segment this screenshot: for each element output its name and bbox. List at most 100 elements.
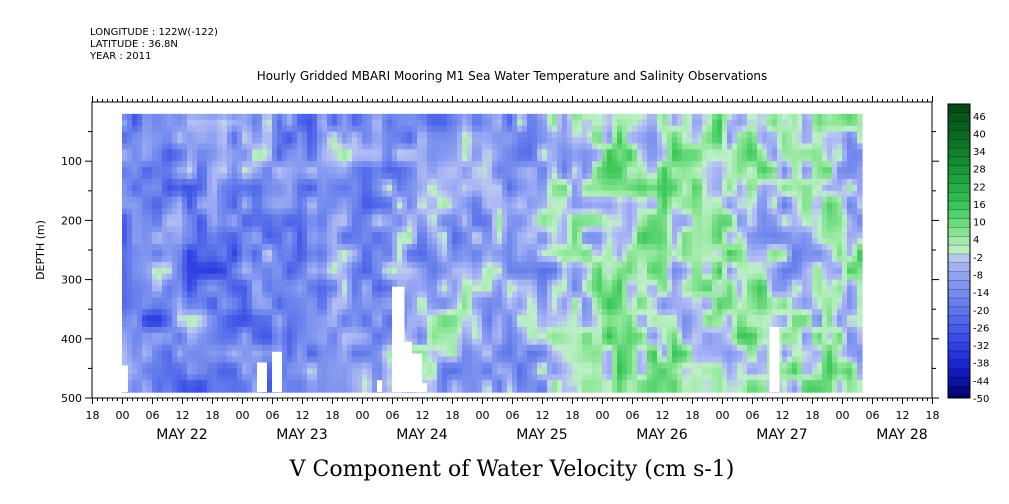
heatmap-cell <box>387 238 393 245</box>
heatmap-cell <box>562 238 568 245</box>
heatmap-cell <box>182 261 188 269</box>
heatmap-cell <box>212 125 218 133</box>
heatmap-cell <box>127 356 133 364</box>
heatmap-cell <box>637 173 643 180</box>
heatmap-cell <box>607 137 613 145</box>
heatmap-cell <box>227 303 233 310</box>
heatmap-cell <box>597 344 603 352</box>
heatmap-cell <box>417 338 423 346</box>
heatmap-cell <box>417 214 423 221</box>
heatmap-cell <box>252 267 258 275</box>
heatmap-cell <box>542 267 548 275</box>
heatmap-cell <box>632 380 638 387</box>
heatmap-cell <box>292 161 298 168</box>
heatmap-cell <box>347 113 353 121</box>
heatmap-cell <box>212 386 218 393</box>
heatmap-cell <box>202 167 208 174</box>
heatmap-cell <box>152 161 158 168</box>
heatmap-cell <box>252 344 258 352</box>
heatmap-cell <box>457 125 463 133</box>
heatmap-cell <box>367 374 373 381</box>
heatmap-cell <box>167 155 173 162</box>
heatmap-cell <box>212 279 218 287</box>
heatmap-cell <box>537 119 543 127</box>
heatmap-cell <box>282 173 288 180</box>
heatmap-cell <box>437 380 443 387</box>
heatmap-cell <box>292 326 298 334</box>
heatmap-cell <box>427 250 433 257</box>
heatmap-cell <box>352 125 358 133</box>
heatmap-cell <box>502 244 508 251</box>
heatmap-cell <box>542 214 548 221</box>
heatmap-cell <box>432 238 438 245</box>
heatmap-cell <box>407 113 413 121</box>
heatmap-cell <box>332 309 338 316</box>
heatmap-cell <box>337 315 343 322</box>
heatmap-cell <box>512 161 518 168</box>
heatmap-cell <box>122 214 128 221</box>
heatmap-cell <box>312 125 318 133</box>
heatmap-cell <box>372 113 378 121</box>
heatmap-cell <box>347 332 353 340</box>
heatmap-cell <box>612 220 618 227</box>
heatmap-cell <box>642 350 648 358</box>
heatmap-cell <box>507 238 513 245</box>
heatmap-cell <box>332 362 338 369</box>
heatmap-cell <box>482 386 488 393</box>
heatmap-cell <box>422 155 428 162</box>
heatmap-cell <box>217 125 223 133</box>
heatmap-cell <box>472 232 478 239</box>
heatmap-cell <box>267 119 273 127</box>
heatmap-cell <box>412 196 418 204</box>
heatmap-cell <box>382 196 388 204</box>
heatmap-cell <box>492 202 498 210</box>
heatmap-cell <box>377 178 383 186</box>
heatmap-cell <box>162 267 168 275</box>
heatmap-cell <box>347 238 353 245</box>
heatmap-cell <box>302 184 308 192</box>
heatmap-cell <box>637 362 643 369</box>
heatmap-cell <box>377 356 383 364</box>
heatmap-cell <box>382 309 388 316</box>
heatmap-cell <box>482 149 488 156</box>
heatmap-cell <box>377 238 383 245</box>
heatmap-cell <box>627 386 633 393</box>
heatmap-cell <box>457 344 463 352</box>
heatmap-cell <box>402 178 408 186</box>
heatmap-cell <box>167 125 173 133</box>
heatmap-cell <box>422 374 428 381</box>
heatmap-cell <box>447 173 453 180</box>
heatmap-cell <box>132 184 138 192</box>
heatmap-cell <box>407 255 413 263</box>
heatmap-cell <box>322 214 328 221</box>
heatmap-cell <box>422 315 428 322</box>
heatmap-cell <box>477 368 483 375</box>
heatmap-cell <box>227 214 233 221</box>
heatmap-cell <box>362 119 368 127</box>
heatmap-cell <box>472 344 478 352</box>
heatmap-cell <box>462 250 468 257</box>
heatmap-cell <box>587 220 593 227</box>
heatmap-cell <box>467 321 473 328</box>
heatmap-cell <box>407 250 413 257</box>
heatmap-cell <box>542 196 548 204</box>
heatmap-cell <box>612 232 618 239</box>
heatmap-cell <box>457 250 463 257</box>
heatmap-cell <box>422 149 428 156</box>
heatmap-cell <box>597 338 603 346</box>
heatmap-cell <box>507 184 513 192</box>
heatmap-cell <box>642 149 648 156</box>
heatmap-cell <box>532 220 538 227</box>
heatmap-cell <box>602 131 608 139</box>
heatmap-cell <box>447 178 453 186</box>
heatmap-cell <box>302 350 308 358</box>
heatmap-cell <box>582 279 588 287</box>
heatmap-cell <box>562 291 568 298</box>
heatmap-cell <box>387 255 393 263</box>
heatmap-cell <box>477 184 483 192</box>
heatmap-cell <box>487 178 493 186</box>
heatmap-cell <box>532 386 538 393</box>
heatmap-cell <box>542 232 548 239</box>
heatmap-cell <box>647 238 653 245</box>
heatmap-cell <box>462 161 468 168</box>
